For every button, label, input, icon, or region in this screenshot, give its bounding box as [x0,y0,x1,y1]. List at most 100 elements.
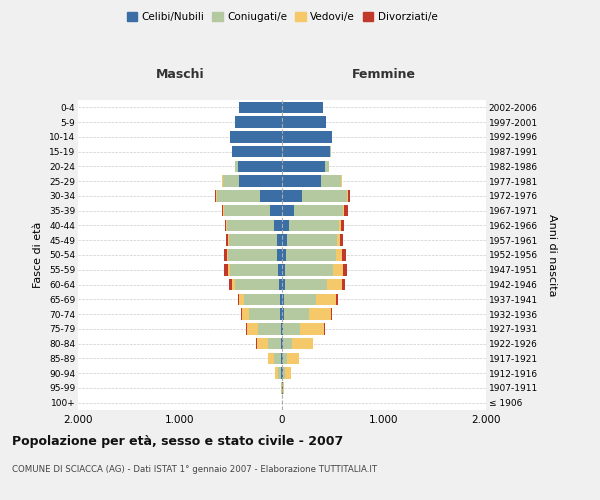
Bar [282,323,283,334]
Text: Femmine: Femmine [352,68,416,82]
Bar [229,279,232,290]
Bar [330,146,331,158]
Bar [282,176,321,187]
Bar [282,160,325,172]
Bar [282,190,302,202]
Bar [244,294,280,305]
Bar [282,220,289,231]
Bar [282,264,285,276]
Bar [283,368,284,379]
Bar [228,264,230,276]
Bar [281,338,282,349]
Bar [235,279,279,290]
Bar [337,234,340,246]
Bar [343,264,347,276]
Bar [281,323,282,334]
Bar [328,279,341,290]
Bar [277,234,282,246]
Bar [340,234,343,246]
Bar [282,131,332,142]
Bar [282,205,294,216]
Bar [247,323,257,334]
Bar [292,338,313,349]
Bar [230,131,282,142]
Text: Maschi: Maschi [155,68,205,82]
Bar [283,352,287,364]
Bar [289,220,339,231]
Bar [229,249,277,261]
Bar [348,190,350,202]
Bar [287,234,337,246]
Bar [238,160,282,172]
Bar [325,160,329,172]
Bar [282,308,284,320]
Bar [343,205,344,216]
Bar [339,220,341,231]
Text: COMUNE DI SCIACCA (AG) - Dati ISTAT 1° gennaio 2007 - Elaborazione TUTTITALIA.IT: COMUNE DI SCIACCA (AG) - Dati ISTAT 1° g… [12,466,377,474]
Bar [287,352,299,364]
Bar [274,220,282,231]
Bar [239,294,244,305]
Legend: Celibi/Nubili, Coniugati/e, Vedovi/e, Divorziati/e: Celibi/Nubili, Coniugati/e, Vedovi/e, Di… [122,8,442,26]
Bar [222,205,223,216]
Bar [283,382,284,394]
Bar [235,116,282,128]
Bar [278,264,282,276]
Bar [283,338,292,349]
Bar [309,308,331,320]
Bar [321,176,341,187]
Bar [333,264,343,276]
Bar [229,234,277,246]
Text: Popolazione per età, sesso e stato civile - 2007: Popolazione per età, sesso e stato civil… [12,435,343,448]
Bar [316,294,335,305]
Bar [232,279,235,290]
Bar [224,249,227,261]
Bar [227,220,274,231]
Bar [242,308,249,320]
Bar [275,368,278,379]
Bar [270,205,282,216]
Bar [282,234,287,246]
Bar [302,190,347,202]
Bar [257,338,268,349]
Bar [260,190,282,202]
Bar [227,249,229,261]
Bar [282,338,283,349]
Bar [226,234,229,246]
Bar [223,176,239,187]
Bar [215,190,216,202]
Bar [341,220,344,231]
Bar [238,294,239,305]
Bar [217,190,260,202]
Bar [257,323,281,334]
Bar [341,279,345,290]
Bar [284,294,316,305]
Bar [224,205,270,216]
Bar [283,323,301,334]
Bar [282,294,284,305]
Bar [342,249,346,261]
Bar [335,294,338,305]
Bar [268,338,281,349]
Bar [301,323,324,334]
Bar [324,323,325,334]
Bar [280,294,282,305]
Bar [284,308,309,320]
Bar [239,102,282,113]
Bar [239,176,282,187]
Bar [282,116,326,128]
Bar [277,249,282,261]
Bar [336,249,342,261]
Bar [232,146,282,158]
Bar [235,160,238,172]
Bar [344,205,349,216]
Bar [279,279,282,290]
Bar [225,220,226,231]
Bar [224,264,228,276]
Y-axis label: Fasce di età: Fasce di età [34,222,43,288]
Bar [282,279,284,290]
Bar [284,368,290,379]
Bar [241,308,242,320]
Bar [284,279,328,290]
Bar [278,368,281,379]
